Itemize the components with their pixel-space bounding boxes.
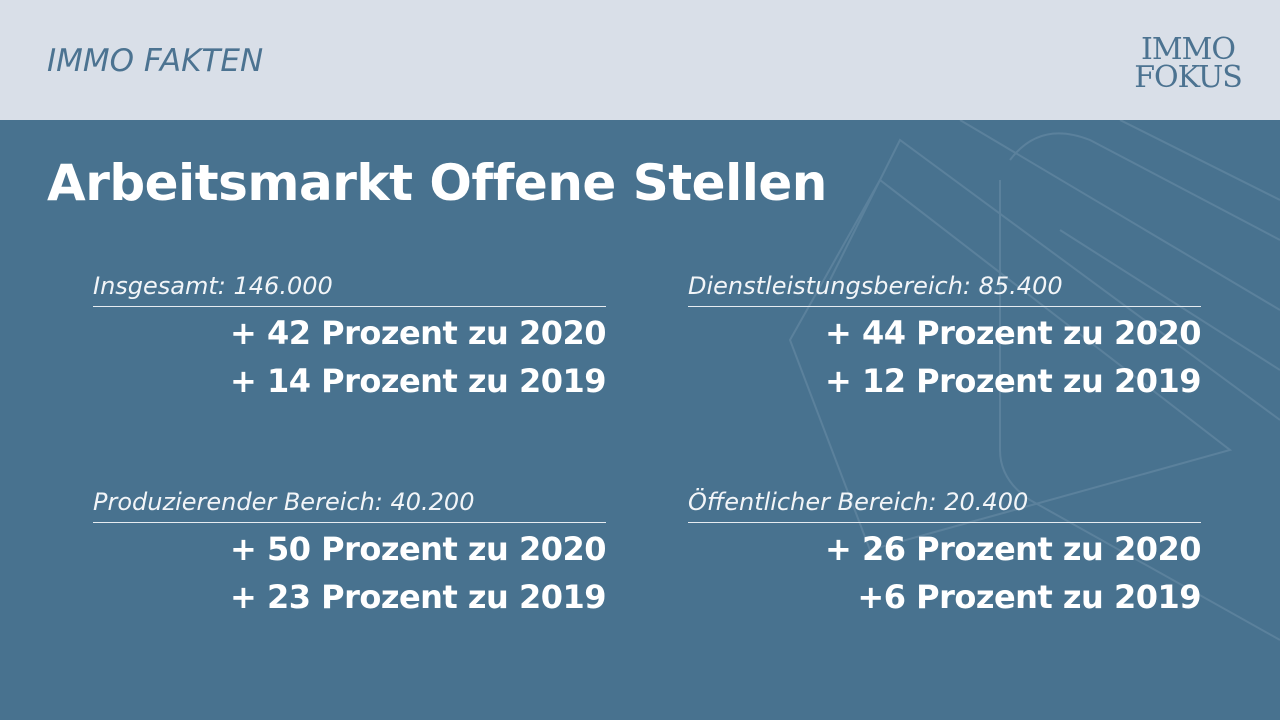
stat-card-production: Produzierender Bereich: 40.200 + 50 Proz… (93, 490, 607, 621)
logo-line-2: FOKUS (1134, 60, 1243, 95)
page-title: Arbeitsmarkt Offene Stellen (47, 154, 827, 212)
stat-change-2019: + 12 Prozent zu 2019 (825, 362, 1202, 400)
header-bar: IMMO FAKTEN IMMO FOKUS (0, 0, 1280, 120)
immofokus-logo: IMMO FOKUS (1126, 32, 1250, 95)
stat-change-2019: +6 Prozent zu 2019 (857, 578, 1201, 616)
stat-change-2020: + 26 Prozent zu 2020 (825, 530, 1202, 568)
stat-card-public: Öffentlicher Bereich: 20.400 + 26 Prozen… (688, 490, 1202, 621)
stat-change-2019: + 14 Prozent zu 2019 (230, 362, 607, 400)
stat-change-2020: + 50 Prozent zu 2020 (230, 530, 607, 568)
stat-label: Dienstleistungsbereich: 85.400 (688, 274, 1201, 307)
stat-card-total: Insgesamt: 146.000 + 42 Prozent zu 2020 … (93, 274, 607, 405)
stat-label: Öffentlicher Bereich: 20.400 (688, 490, 1201, 523)
stat-change-2019: + 23 Prozent zu 2019 (230, 578, 607, 616)
logo-line-1: IMMO (1141, 32, 1236, 67)
content-panel: Arbeitsmarkt Offene Stellen Insgesamt: 1… (0, 120, 1280, 720)
stat-card-services: Dienstleistungsbereich: 85.400 + 44 Proz… (688, 274, 1202, 405)
background-pattern (788, 120, 1280, 641)
stat-change-2020: + 44 Prozent zu 2020 (825, 314, 1202, 352)
section-kicker: IMMO FAKTEN (47, 43, 264, 79)
stat-change-2020: + 42 Prozent zu 2020 (230, 314, 607, 352)
stat-label: Insgesamt: 146.000 (93, 274, 606, 307)
stat-label: Produzierender Bereich: 40.200 (93, 490, 606, 523)
